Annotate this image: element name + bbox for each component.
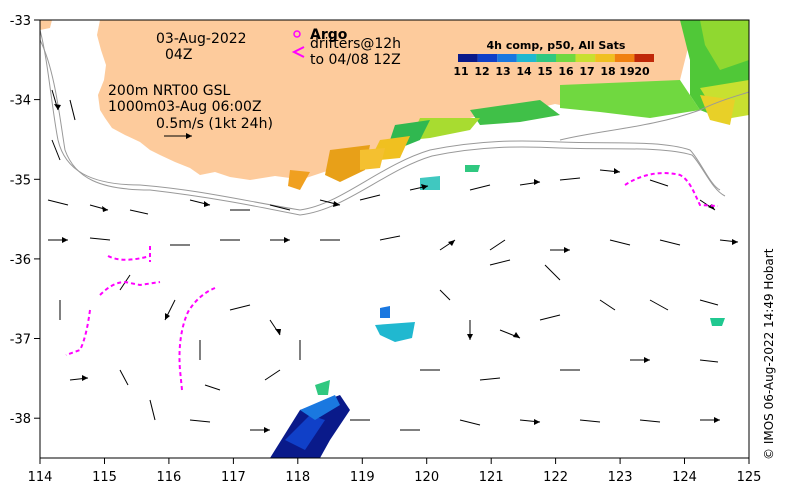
map-frame <box>39 19 750 459</box>
colorbar-label: 14 <box>516 65 532 78</box>
map-date: 03-Aug-2022 <box>156 31 247 47</box>
current-vector-heads <box>54 104 738 433</box>
x-tick-label: 117 <box>221 470 246 485</box>
argo-legend-title: Argo <box>310 27 348 43</box>
x-tick-label: 125 <box>737 470 762 485</box>
imos-credit: © IMOS 06-Aug-2022 14:49 Hobart <box>762 248 776 460</box>
bathymetry-contours <box>40 29 749 216</box>
x-tick-label: 114 <box>28 470 53 485</box>
colorbar-label: 19 <box>619 65 634 78</box>
drifters-legend-line1: drifters@12h <box>310 36 401 52</box>
colorbar-label: 16 <box>558 65 574 78</box>
drifter-track-icon <box>291 46 305 58</box>
colorbar-label: 15 <box>537 65 552 78</box>
colorbar-title: 4h comp, p50, All Sats <box>487 39 626 52</box>
y-tick-label: -38 <box>10 412 31 427</box>
x-tick-label: 123 <box>608 470 633 485</box>
x-tick-label: 119 <box>350 470 375 485</box>
x-tick-label: 120 <box>414 470 439 485</box>
colorbar-label: 12 <box>474 65 489 78</box>
colorbar-labels: 11 12 13 14 15 16 17 18 19 20 <box>453 65 650 78</box>
colorbar-label: 13 <box>495 65 510 78</box>
land-west-edge <box>40 20 52 30</box>
sst-patches <box>270 20 749 458</box>
y-tick-label: -34 <box>10 94 31 109</box>
argo-drifter-tracks <box>65 172 719 391</box>
x-axis <box>39 458 750 464</box>
current-vectors <box>47 89 739 431</box>
x-axis-labels: 114 115 116 117 118 119 120 121 122 123 … <box>28 470 762 485</box>
model-info-line1: 200m NRT00 GSL <box>108 83 231 99</box>
velocity-scale-arrow <box>164 133 192 139</box>
argo-marker-icon <box>293 30 301 38</box>
map-time: 04Z <box>165 47 192 63</box>
sst-colorbar <box>458 54 654 62</box>
colorbar-label: 20 <box>634 65 650 78</box>
x-tick-label: 124 <box>672 470 697 485</box>
colorbar-label: 11 <box>453 65 468 78</box>
colorbar-label: 18 <box>600 65 615 78</box>
y-tick-label: -37 <box>10 333 31 348</box>
x-tick-label: 122 <box>543 470 568 485</box>
drifters-legend-line2: to 04/08 12Z <box>310 52 401 68</box>
y-tick-label: -36 <box>10 253 31 268</box>
x-tick-label: 121 <box>479 470 504 485</box>
y-tick-label: -33 <box>10 14 31 29</box>
x-tick-label: 118 <box>285 470 310 485</box>
model-info-line2: 1000m03-Aug 06:00Z <box>108 99 262 115</box>
y-tick-label: -35 <box>10 173 31 188</box>
x-tick-label: 116 <box>156 470 181 485</box>
colorbar-label: 17 <box>579 65 594 78</box>
x-tick-label: 115 <box>92 470 117 485</box>
y-axis-labels: -33 -34 -35 -36 -37 -38 <box>10 14 31 427</box>
y-axis <box>34 19 40 419</box>
velocity-scale-label: 0.5m/s (1kt 24h) <box>156 116 273 132</box>
